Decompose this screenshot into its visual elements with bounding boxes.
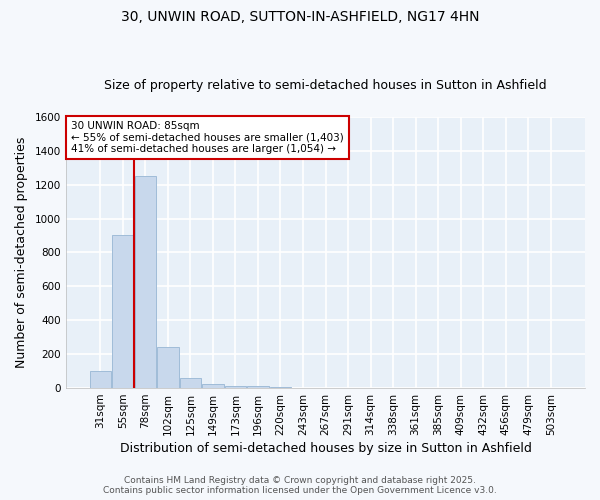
X-axis label: Distribution of semi-detached houses by size in Sutton in Ashfield: Distribution of semi-detached houses by … (119, 442, 532, 455)
Text: Contains HM Land Registry data © Crown copyright and database right 2025.
Contai: Contains HM Land Registry data © Crown c… (103, 476, 497, 495)
Bar (112, 236, 134, 388)
Title: Size of property relative to semi-detached houses in Sutton in Ashfield: Size of property relative to semi-detach… (104, 79, 547, 92)
Bar (202, 384, 224, 388)
Y-axis label: Number of semi-detached properties: Number of semi-detached properties (15, 136, 28, 368)
Text: 30 UNWIN ROAD: 85sqm
← 55% of semi-detached houses are smaller (1,403)
41% of se: 30 UNWIN ROAD: 85sqm ← 55% of semi-detac… (71, 121, 344, 154)
Bar (134, 176, 156, 388)
Bar (157, 346, 179, 388)
Bar (89, 371, 111, 388)
Bar (270, 387, 291, 388)
Bar (225, 386, 246, 388)
Bar (180, 378, 201, 388)
Bar (247, 386, 269, 388)
Text: 30, UNWIN ROAD, SUTTON-IN-ASHFIELD, NG17 4HN: 30, UNWIN ROAD, SUTTON-IN-ASHFIELD, NG17… (121, 10, 479, 24)
